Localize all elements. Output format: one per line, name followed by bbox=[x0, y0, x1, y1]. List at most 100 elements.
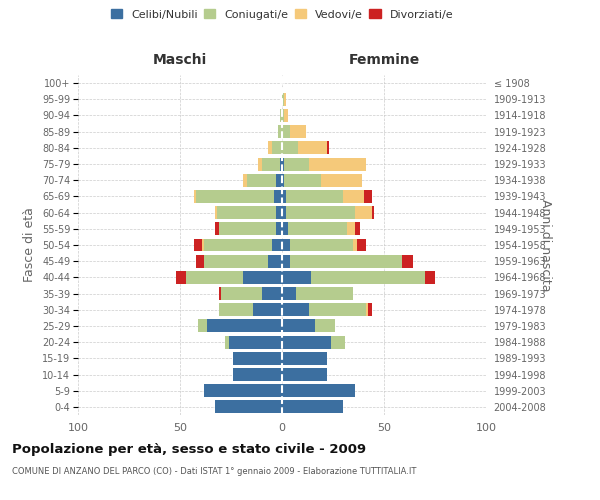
Bar bbox=[215, 222, 219, 235]
Bar bbox=[288, 222, 347, 235]
Bar bbox=[364, 190, 372, 203]
Bar bbox=[219, 304, 253, 316]
Bar bbox=[358, 238, 365, 252]
Bar bbox=[215, 400, 282, 413]
Y-axis label: Anni di nascita: Anni di nascita bbox=[539, 198, 552, 291]
Bar bbox=[403, 254, 413, 268]
Bar bbox=[282, 190, 286, 203]
Bar bbox=[321, 174, 362, 186]
Bar bbox=[296, 287, 353, 300]
Bar bbox=[425, 271, 435, 284]
Bar bbox=[257, 158, 262, 170]
Bar bbox=[215, 206, 217, 219]
Bar bbox=[199, 320, 206, 332]
Bar bbox=[355, 206, 372, 219]
Bar bbox=[280, 158, 282, 170]
Bar bbox=[221, 287, 262, 300]
Bar bbox=[282, 368, 327, 381]
Bar bbox=[233, 352, 282, 365]
Bar bbox=[186, 271, 243, 284]
Text: COMUNE DI ANZANO DEL PARCO (CO) - Dati ISTAT 1° gennaio 2009 - Elaborazione TUTT: COMUNE DI ANZANO DEL PARCO (CO) - Dati I… bbox=[12, 468, 416, 476]
Bar bbox=[365, 304, 368, 316]
Bar bbox=[353, 238, 358, 252]
Bar bbox=[290, 254, 403, 268]
Bar bbox=[274, 190, 282, 203]
Bar bbox=[282, 109, 284, 122]
Bar bbox=[205, 384, 282, 397]
Bar bbox=[311, 271, 425, 284]
Bar bbox=[262, 287, 282, 300]
Bar bbox=[308, 158, 365, 170]
Bar bbox=[290, 125, 307, 138]
Bar bbox=[282, 93, 284, 106]
Bar bbox=[282, 125, 290, 138]
Bar bbox=[205, 238, 272, 252]
Bar bbox=[282, 384, 355, 397]
Bar bbox=[282, 271, 311, 284]
Bar bbox=[282, 336, 331, 348]
Bar bbox=[284, 93, 286, 106]
Bar bbox=[282, 320, 314, 332]
Bar bbox=[282, 174, 284, 186]
Bar bbox=[282, 304, 308, 316]
Bar bbox=[282, 400, 343, 413]
Text: Femmine: Femmine bbox=[349, 53, 419, 67]
Bar bbox=[282, 206, 286, 219]
Bar bbox=[343, 190, 364, 203]
Bar bbox=[217, 206, 276, 219]
Bar bbox=[268, 254, 282, 268]
Bar bbox=[327, 142, 329, 154]
Bar bbox=[278, 125, 282, 138]
Bar bbox=[243, 271, 282, 284]
Bar bbox=[262, 158, 280, 170]
Bar bbox=[243, 174, 247, 186]
Bar bbox=[205, 254, 268, 268]
Bar bbox=[225, 336, 229, 348]
Bar bbox=[282, 287, 296, 300]
Bar bbox=[286, 190, 343, 203]
Bar bbox=[219, 287, 221, 300]
Bar bbox=[229, 336, 282, 348]
Bar bbox=[276, 206, 282, 219]
Bar bbox=[268, 142, 272, 154]
Bar bbox=[176, 271, 186, 284]
Bar bbox=[282, 352, 327, 365]
Bar bbox=[355, 222, 359, 235]
Bar bbox=[290, 238, 353, 252]
Bar bbox=[233, 368, 282, 381]
Bar bbox=[276, 222, 282, 235]
Text: Maschi: Maschi bbox=[153, 53, 207, 67]
Bar bbox=[284, 109, 288, 122]
Bar bbox=[372, 206, 374, 219]
Legend: Celibi/Nubili, Coniugati/e, Vedovi/e, Divorziati/e: Celibi/Nubili, Coniugati/e, Vedovi/e, Di… bbox=[107, 6, 457, 23]
Bar bbox=[206, 320, 282, 332]
Bar bbox=[282, 158, 284, 170]
Bar bbox=[284, 174, 321, 186]
Bar bbox=[196, 254, 205, 268]
Bar bbox=[368, 304, 372, 316]
Bar bbox=[282, 238, 290, 252]
Bar bbox=[272, 142, 282, 154]
Y-axis label: Fasce di età: Fasce di età bbox=[23, 208, 37, 282]
Bar bbox=[284, 158, 308, 170]
Bar bbox=[286, 206, 355, 219]
Bar bbox=[194, 238, 202, 252]
Bar bbox=[253, 304, 282, 316]
Bar bbox=[282, 254, 290, 268]
Bar bbox=[247, 174, 276, 186]
Bar bbox=[219, 222, 276, 235]
Bar bbox=[314, 320, 335, 332]
Bar bbox=[347, 222, 355, 235]
Bar bbox=[196, 190, 274, 203]
Text: Popolazione per età, sesso e stato civile - 2009: Popolazione per età, sesso e stato civil… bbox=[12, 442, 366, 456]
Bar bbox=[276, 174, 282, 186]
Bar bbox=[282, 222, 288, 235]
Bar bbox=[331, 336, 345, 348]
Bar bbox=[202, 238, 205, 252]
Bar bbox=[194, 190, 196, 203]
Bar bbox=[308, 304, 365, 316]
Bar bbox=[272, 238, 282, 252]
Bar bbox=[280, 109, 282, 122]
Bar bbox=[282, 142, 298, 154]
Bar bbox=[298, 142, 327, 154]
